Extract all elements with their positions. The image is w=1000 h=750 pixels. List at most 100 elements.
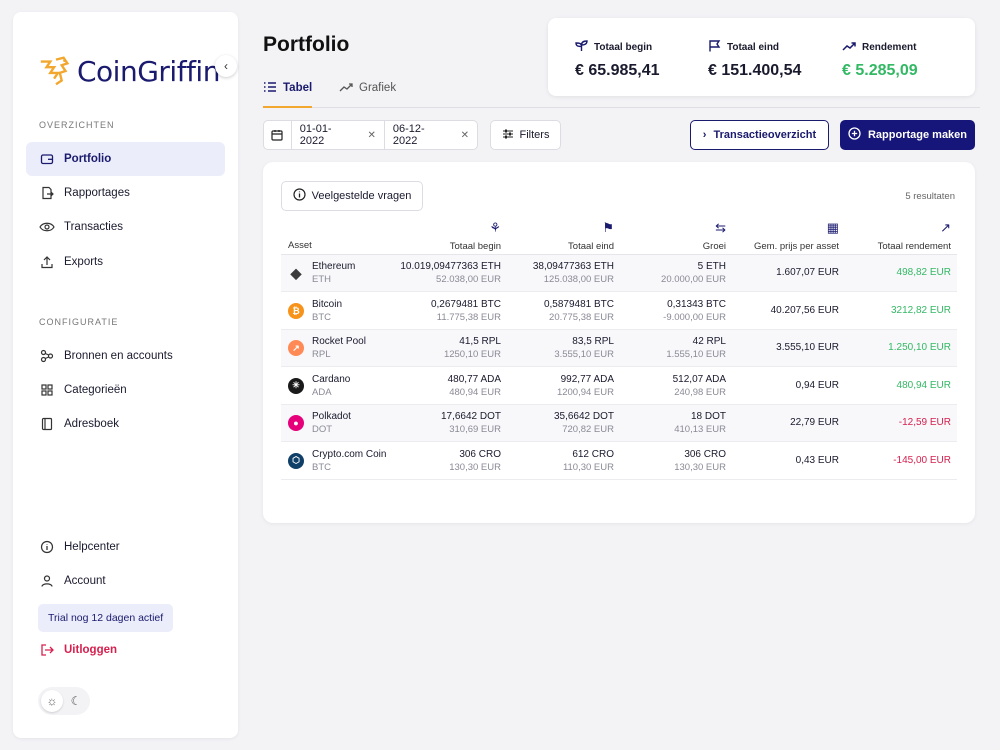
asset-symbol: RPL bbox=[312, 349, 331, 360]
date-to-field[interactable]: 06-12-2022 ✕ bbox=[385, 121, 477, 149]
tab-tabel[interactable]: Tabel bbox=[263, 76, 313, 108]
end-amount: 83,5 RPL bbox=[572, 336, 614, 347]
asset-name: Rocket Pool bbox=[312, 336, 366, 347]
begin-eur: 11.775,38 EUR bbox=[436, 311, 501, 323]
asset-symbol: BTC bbox=[312, 461, 331, 473]
logo[interactable]: CoinGriffin bbox=[37, 52, 220, 90]
trial-badge: Trial nog 12 dagen actief bbox=[38, 604, 174, 632]
end-eur: 110,30 EUR bbox=[562, 461, 614, 473]
faq-button[interactable]: Veelgestelde vragen bbox=[281, 181, 423, 211]
summary-end-value: € 151.400,54 bbox=[708, 62, 802, 79]
begin-cell: 41,5 RPL 1250,10 EUR bbox=[444, 336, 501, 360]
table-row[interactable]: ● Polkadot DOT 17,6642 DOT 310,69 EUR 35,6642… bbox=[281, 405, 957, 442]
coin-icon: ⬡ bbox=[288, 452, 304, 469]
sidebar-item-helpcenter[interactable]: Helpcenter bbox=[26, 530, 225, 564]
clear-date-to-icon[interactable]: ✕ bbox=[460, 129, 469, 141]
growth-eur: 130,30 EUR bbox=[674, 461, 726, 473]
transaction-overview-label: Transactieoverzicht bbox=[713, 129, 817, 141]
flag-icon: ⚑ bbox=[602, 220, 614, 235]
tab-grafiek[interactable]: Grafiek bbox=[339, 76, 396, 100]
sliders-icon bbox=[502, 128, 514, 143]
column-avg-price[interactable]: ▦ Gem. prijs per asset bbox=[754, 220, 839, 252]
sidebar-item-label: Uitloggen bbox=[64, 644, 118, 656]
create-report-button[interactable]: Rapportage maken bbox=[840, 120, 975, 150]
date-from-field[interactable]: 01-01-2022 ✕ bbox=[292, 121, 385, 149]
results-count: 5 resultaten bbox=[905, 191, 955, 202]
growth-amount: 0,31343 BTC bbox=[667, 298, 726, 310]
asset-name: Polkadot bbox=[312, 411, 351, 422]
summary-return-label: Rendement bbox=[862, 42, 917, 53]
sidebar-item-rapportages[interactable]: Rapportages bbox=[26, 176, 225, 210]
avg-price-cell: 40.207,56 EUR bbox=[770, 304, 839, 316]
summary-card: Totaal begin € 65.985,41 Totaal eind € 1… bbox=[548, 18, 975, 96]
sidebar-item-adresboek[interactable]: Adresboek bbox=[26, 407, 225, 441]
summary-begin-label: Totaal begin bbox=[594, 42, 653, 53]
column-asset: Asset bbox=[288, 240, 312, 251]
end-cell: 35,6642 DOT 720,82 EUR bbox=[554, 411, 614, 435]
column-growth[interactable]: ⇆ Groei bbox=[703, 220, 726, 252]
end-amount: 38,09477363 ETH bbox=[532, 261, 614, 272]
coin-icon: ₿ bbox=[288, 302, 304, 319]
end-cell: 83,5 RPL 3.555,10 EUR bbox=[554, 336, 614, 360]
sidebar-item-exports[interactable]: Exports bbox=[26, 245, 225, 279]
summary-end-label: Totaal eind bbox=[727, 42, 780, 53]
swap-icon: ⇆ bbox=[715, 220, 726, 235]
table-row[interactable]: ↗ Rocket Pool RPL 41,5 RPL 1250,10 EUR 83,5 R… bbox=[281, 330, 957, 367]
asset-cell: ✳ Cardano ADA bbox=[288, 374, 350, 398]
date-range-picker[interactable]: 01-01-2022 ✕ 06-12-2022 ✕ bbox=[263, 120, 478, 150]
clear-date-from-icon[interactable]: ✕ bbox=[367, 129, 376, 141]
filters-label: Filters bbox=[519, 129, 550, 141]
sidebar-item-logout[interactable]: Uitloggen bbox=[26, 633, 225, 667]
avg-price-cell: 3.555,10 EUR bbox=[776, 342, 839, 353]
asset-name: Cardano bbox=[312, 373, 351, 385]
sun-icon[interactable]: ☼ bbox=[41, 690, 63, 712]
end-cell: 992,77 ADA 1200,94 EUR bbox=[557, 374, 614, 398]
growth-eur: -9.000,00 EUR bbox=[663, 311, 726, 323]
sidebar-item-label: Transacties bbox=[64, 221, 124, 233]
collapse-sidebar-button[interactable]: ‹ bbox=[215, 55, 237, 77]
growth-cell: 0,31343 BTC -9.000,00 EUR bbox=[663, 299, 726, 323]
begin-eur: 480,94 EUR bbox=[449, 386, 501, 398]
coin-icon: ● bbox=[288, 415, 304, 431]
growth-cell: 18 DOT 410,13 EUR bbox=[674, 411, 726, 435]
end-eur: 720,82 EUR bbox=[562, 424, 614, 435]
table-row[interactable]: ⬡ Crypto.com Coin BTC 306 CRO 130,30 EUR 612 … bbox=[281, 443, 957, 480]
sidebar-item-categorieen[interactable]: Categorieën bbox=[26, 373, 225, 407]
trend-up-icon bbox=[842, 40, 856, 55]
begin-amount: 10.019,09477363 ETH bbox=[400, 261, 501, 272]
sidebar-item-bronnen[interactable]: Bronnen en accounts bbox=[26, 339, 225, 373]
calendar-icon bbox=[264, 121, 292, 149]
transaction-overview-button[interactable]: › Transactieoverzicht bbox=[690, 120, 829, 150]
logo-text-part2: Griffin bbox=[137, 54, 220, 88]
avg-price-cell: 22,79 EUR bbox=[790, 417, 839, 428]
total-return-cell: 498,82 EUR bbox=[896, 267, 951, 278]
end-eur: 1200,94 EUR bbox=[556, 386, 614, 398]
begin-eur: 1250,10 EUR bbox=[443, 349, 501, 360]
sidebar-item-account[interactable]: Account bbox=[26, 564, 225, 598]
create-report-label: Rapportage maken bbox=[867, 129, 968, 141]
sidebar-item-portfolio[interactable]: Portfolio bbox=[26, 142, 225, 176]
begin-amount: 17,6642 DOT bbox=[440, 411, 501, 422]
summary-begin-value: € 65.985,41 bbox=[575, 62, 660, 79]
sidebar-item-transacties[interactable]: Transacties bbox=[26, 210, 225, 244]
end-eur: 20.775,38 EUR bbox=[549, 311, 614, 323]
column-label: Totaal rendement bbox=[877, 241, 951, 252]
summary-end: Totaal eind € 151.400,54 bbox=[708, 40, 801, 80]
column-begin[interactable]: ⚘ Totaal begin bbox=[450, 220, 501, 252]
column-end[interactable]: ⚑ Totaal eind bbox=[568, 220, 614, 252]
total-return-cell: 480,94 EUR bbox=[896, 379, 951, 391]
chevron-left-icon: ‹ bbox=[224, 59, 228, 73]
end-amount: 35,6642 DOT bbox=[553, 411, 614, 422]
theme-toggle[interactable]: ☼ ☾ bbox=[38, 687, 90, 715]
filters-button[interactable]: Filters bbox=[490, 120, 561, 150]
table-row[interactable]: ◆ Ethereum ETH 10.019,09477363 ETH 52.038,00… bbox=[281, 255, 957, 292]
column-total-return[interactable]: ↗ Totaal rendement bbox=[878, 220, 951, 252]
asset-name: Bitcoin bbox=[312, 298, 343, 310]
eye-icon bbox=[39, 219, 55, 235]
logo-text: CoinGriffin bbox=[77, 55, 220, 88]
nodes-icon bbox=[39, 348, 55, 364]
growth-amount: 42 RPL bbox=[692, 336, 726, 347]
table-row[interactable]: ₿ Bitcoin BTC 0,2679481 BTC 11.775,38 EUR 0,5… bbox=[281, 293, 957, 330]
table-row[interactable]: ✳ Cardano ADA 480,77 ADA 480,94 EUR 992,77 AD… bbox=[281, 368, 957, 405]
moon-icon[interactable]: ☾ bbox=[70, 694, 82, 708]
